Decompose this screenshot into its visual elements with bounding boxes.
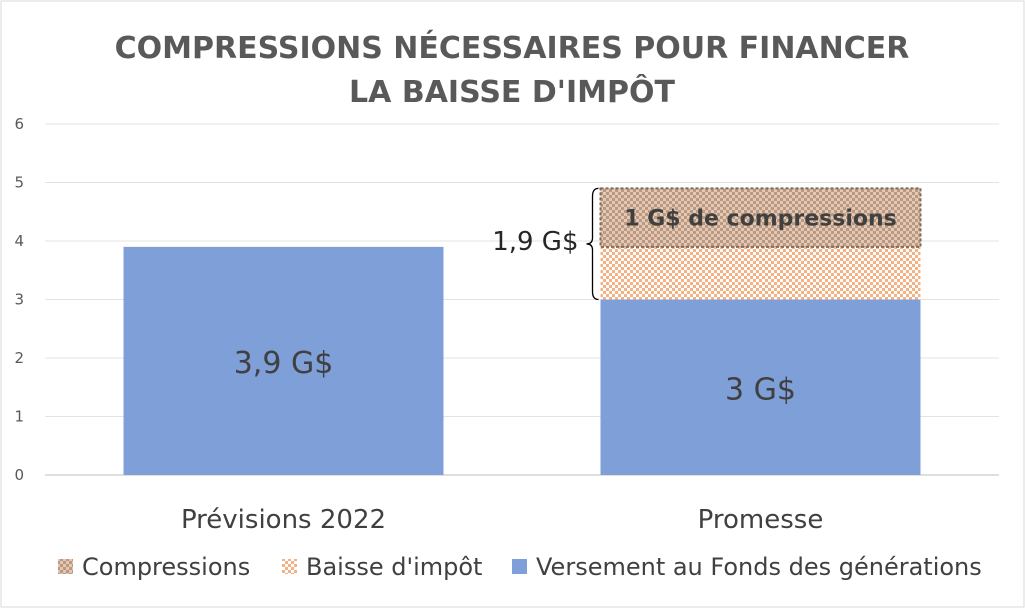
y-tick-label: 2 xyxy=(14,349,24,367)
legend-label: Baisse d'impôt xyxy=(306,553,482,581)
chart-title-line: LA BAISSE D'IMPÔT xyxy=(349,73,675,110)
legend-swatch xyxy=(512,559,527,574)
y-tick-label: 1 xyxy=(14,408,24,426)
y-tick-label: 4 xyxy=(14,232,24,250)
bar-segment xyxy=(599,187,922,248)
x-category-label: Promesse xyxy=(698,505,824,535)
y-tick-label: 3 xyxy=(14,291,24,309)
brace xyxy=(586,187,599,301)
chart-title-line: COMPRESSIONS NÉCESSAIRES POUR FINANCER xyxy=(115,30,910,66)
bar-segment xyxy=(600,246,921,300)
legend-label: Versement au Fonds des générations xyxy=(536,553,982,581)
y-tick-label: 6 xyxy=(14,115,24,133)
x-axis-categories: Prévisions 2022 Promesse xyxy=(181,505,823,535)
legend: Compressions Baisse d'impôt Versement au F… xyxy=(58,553,982,581)
bar-label: 3 G$ xyxy=(725,372,796,407)
legend-swatch xyxy=(282,559,297,574)
annotations: 3,9 G$ 3 G$ 1 G$ de compressions 1,9 G$ xyxy=(234,187,897,407)
y-axis-ticks: 0 1 2 3 4 5 6 xyxy=(14,115,24,484)
brace-label: 1,9 G$ xyxy=(492,227,578,257)
y-tick-label: 0 xyxy=(14,466,24,484)
compressions-label: 1 G$ de compressions xyxy=(624,207,897,232)
chart-title: COMPRESSIONS NÉCESSAIRES POUR FINANCER LA… xyxy=(115,30,910,110)
legend-label: Compressions xyxy=(82,553,250,581)
bar-segment xyxy=(600,299,921,475)
bar-label: 3,9 G$ xyxy=(234,346,334,381)
legend-swatch xyxy=(58,559,73,574)
bars xyxy=(123,187,922,475)
x-category-label: Prévisions 2022 xyxy=(181,505,386,535)
bar-segment xyxy=(123,246,444,475)
y-tick-label: 5 xyxy=(14,174,24,192)
